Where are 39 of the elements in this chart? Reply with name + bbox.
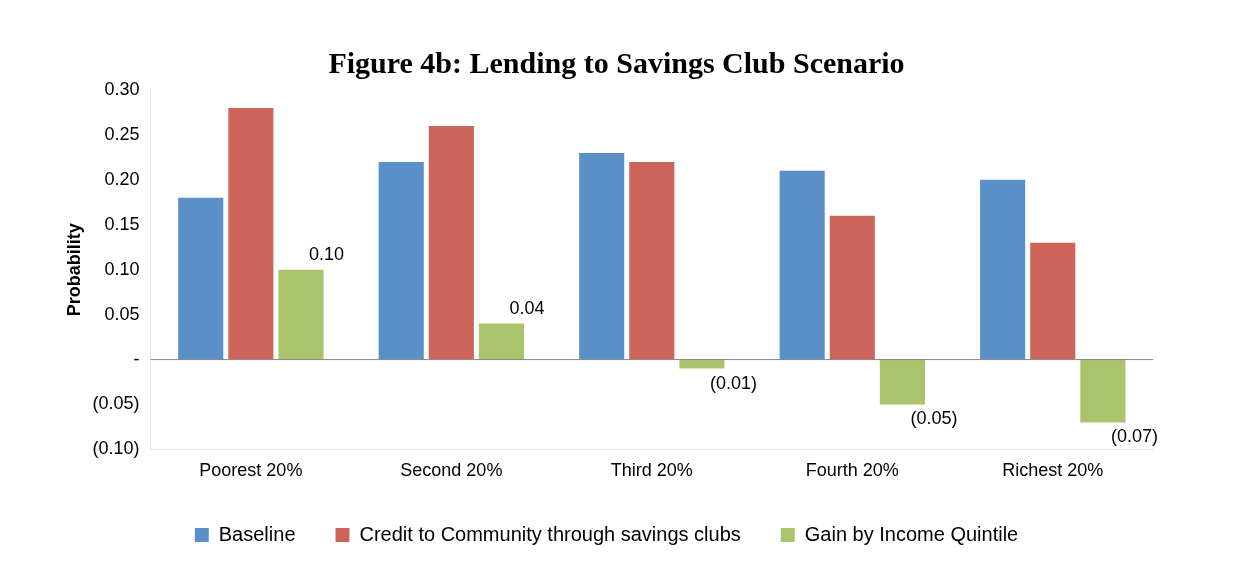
bar (779, 170, 825, 360)
data-label: 0.04 (509, 297, 545, 318)
bar (579, 152, 625, 360)
bar (228, 107, 274, 360)
x-tick-label: Poorest 20% (199, 460, 303, 481)
data-label: 0.10 (308, 243, 345, 264)
bar (629, 161, 675, 360)
y-tick-label: 0.15 (104, 213, 140, 234)
y-tick-label: (0.05) (92, 393, 140, 414)
data-label: (0.01) (709, 372, 757, 393)
x-tick-label: Fourth 20% (805, 460, 899, 481)
bar (178, 197, 224, 360)
bar (1080, 359, 1126, 423)
chart-title: Figure 4b: Lending to Savings Club Scenario (327, 46, 906, 80)
y-tick-label: 0.05 (104, 303, 140, 324)
legend-label: Gain by Income Quintile (804, 522, 1019, 545)
bar (478, 323, 525, 360)
data-label: (0.05) (910, 408, 958, 429)
bar (829, 215, 875, 360)
y-tick-label: (0.10) (92, 438, 140, 459)
x-tick-label: Second 20% (400, 460, 503, 481)
y-tick-label: 0.10 (104, 258, 140, 279)
x-tick-label: Richest 20% (1002, 460, 1104, 481)
bar (428, 125, 474, 360)
y-tick-label: 0.20 (104, 168, 140, 189)
legend-label: Baseline (218, 522, 296, 545)
bar (879, 359, 925, 405)
legend-label: Credit to Community through savings clubs (359, 522, 741, 545)
x-tick-label: Third 20% (610, 460, 693, 481)
y-tick-label: - (133, 348, 140, 369)
bar (1030, 242, 1076, 360)
bar (679, 359, 725, 369)
y-tick-label: 0.25 (104, 123, 140, 144)
bar (980, 179, 1026, 360)
data-label: (0.07) (1110, 426, 1158, 447)
bar (278, 269, 324, 360)
bar (378, 161, 424, 360)
y-axis-title: Probability (63, 223, 84, 317)
y-tick-label: 0.30 (104, 78, 140, 99)
